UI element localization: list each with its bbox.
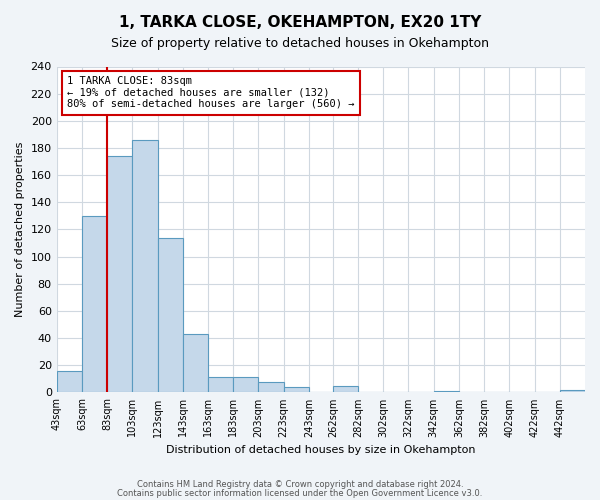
Bar — [133, 140, 158, 392]
Bar — [158, 238, 183, 392]
Bar — [233, 378, 259, 392]
Bar — [107, 156, 133, 392]
Bar — [82, 216, 107, 392]
X-axis label: Distribution of detached houses by size in Okehampton: Distribution of detached houses by size … — [166, 445, 476, 455]
Text: Contains public sector information licensed under the Open Government Licence v3: Contains public sector information licen… — [118, 489, 482, 498]
Text: Contains HM Land Registry data © Crown copyright and database right 2024.: Contains HM Land Registry data © Crown c… — [137, 480, 463, 489]
Text: Size of property relative to detached houses in Okehampton: Size of property relative to detached ho… — [111, 38, 489, 51]
Bar — [560, 390, 585, 392]
Bar — [284, 387, 309, 392]
Bar — [434, 391, 459, 392]
Bar — [56, 370, 82, 392]
Bar — [208, 378, 233, 392]
Text: 1, TARKA CLOSE, OKEHAMPTON, EX20 1TY: 1, TARKA CLOSE, OKEHAMPTON, EX20 1TY — [119, 15, 481, 30]
Y-axis label: Number of detached properties: Number of detached properties — [15, 142, 25, 317]
Bar — [333, 386, 358, 392]
Text: 1 TARKA CLOSE: 83sqm
← 19% of detached houses are smaller (132)
80% of semi-deta: 1 TARKA CLOSE: 83sqm ← 19% of detached h… — [67, 76, 355, 110]
Bar — [183, 334, 208, 392]
Bar — [259, 382, 284, 392]
